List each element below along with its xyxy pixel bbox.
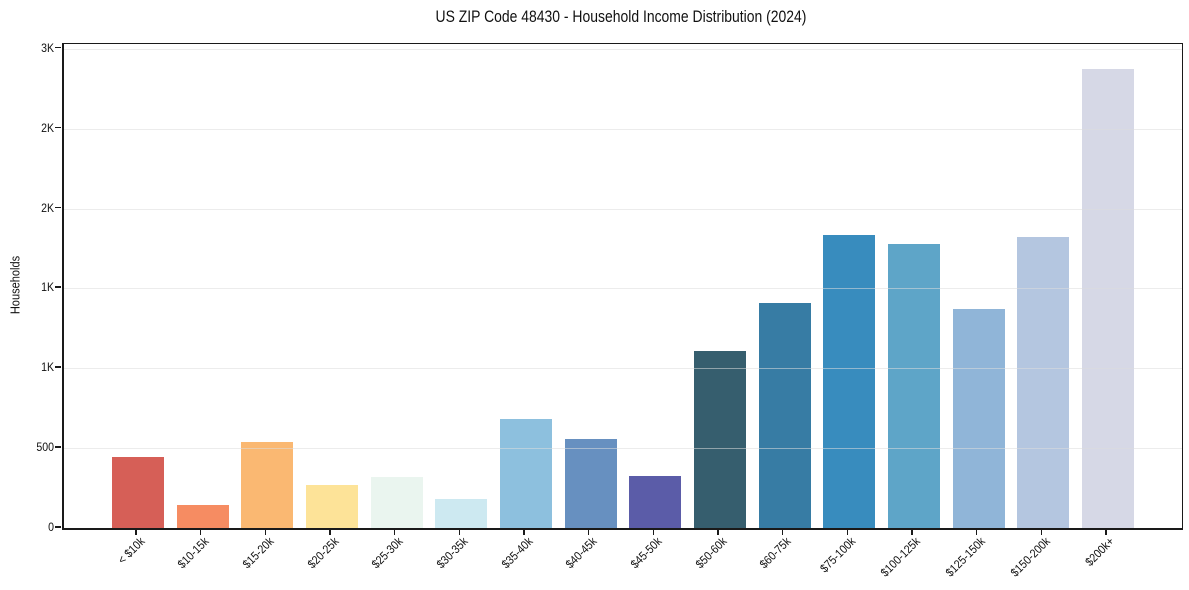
x-tickmark-25-30k	[393, 529, 396, 535]
y-tickmark-500	[55, 446, 61, 448]
plot-area	[62, 43, 1183, 530]
x-tick-label-200k: $200k+	[1082, 534, 1118, 569]
x-tick-label-30-35k: $30-35k	[433, 534, 471, 572]
y-tickmark-2000	[55, 206, 61, 209]
bar-50-60k	[694, 350, 746, 528]
bar-15-20k	[241, 441, 294, 528]
bar-40-45k	[564, 439, 617, 528]
x-tickmark-45-50k	[652, 529, 655, 535]
x-tickmark-10k	[135, 529, 137, 535]
bar-30-35k	[435, 499, 488, 528]
chart-title: US ZIP Code 48430 - Household Income Dis…	[435, 7, 807, 26]
y-tick-label-1000: 1K	[41, 360, 54, 375]
x-tickmark-10-15k	[199, 529, 202, 535]
bar-75-100k	[823, 234, 876, 528]
bar-150-200k	[1017, 237, 1070, 528]
bar-10k	[112, 456, 164, 528]
gridline-500	[64, 448, 1182, 450]
gridline-1000	[64, 368, 1182, 370]
x-tickmark-15-20k	[264, 529, 267, 535]
x-tickmark-200k	[1105, 529, 1107, 535]
x-tick-label-45-50k: $45-50k	[627, 534, 665, 572]
y-tickmark-1000	[55, 366, 61, 368]
x-tick-label-60-75k: $60-75k	[756, 534, 794, 572]
bar-60-75k	[758, 302, 811, 528]
y-tickmark-1500	[55, 286, 61, 288]
gridline-2000	[64, 208, 1182, 210]
gridlines-layer	[64, 44, 1182, 528]
gridline-1500	[64, 288, 1182, 290]
y-tick-label-1500: 1K	[41, 280, 54, 295]
gridline-3000	[64, 48, 1182, 50]
x-tick-label-20-25k: $20-25k	[304, 534, 342, 572]
x-tick-label-25-30k: $25-30k	[368, 534, 406, 572]
y-tickmark-0	[55, 526, 61, 528]
y-tick-label-0: 0	[48, 520, 54, 534]
bar-20-25k	[306, 484, 358, 528]
x-tick-label-10k: < $10k	[114, 534, 148, 567]
bar-100-125k	[888, 243, 940, 528]
x-tick-label-35-40k: $35-40k	[498, 534, 536, 572]
bar-200k	[1082, 68, 1134, 528]
x-tickmark-40-45k	[587, 529, 590, 535]
bars-layer	[64, 44, 1182, 528]
x-tick-label-75-100k: $75-100k	[817, 534, 859, 576]
y-tick-label-3000: 3K	[41, 40, 54, 55]
x-tickmark-35-40k	[523, 529, 525, 535]
y-tickmark-2500	[55, 126, 61, 129]
bar-25-30k	[370, 476, 423, 528]
x-tickmark-30-35k	[458, 529, 461, 535]
bar-10-15k	[176, 504, 229, 528]
y-tickmark-3000	[55, 46, 61, 49]
x-tickmark-75-100k	[846, 529, 849, 535]
x-tickmark-20-25k	[329, 529, 331, 535]
x-tick-label-150-200k: $150-200k	[1007, 534, 1053, 580]
x-tick-label-125-150k: $125-150k	[942, 534, 988, 580]
y-tick-label-2500: 2K	[41, 120, 54, 135]
x-tick-label-40-45k: $40-45k	[562, 534, 600, 572]
bar-45-50k	[629, 476, 682, 528]
x-tickmark-100-125k	[911, 529, 913, 535]
x-tickmark-60-75k	[781, 529, 784, 535]
y-tick-label-2000: 2K	[41, 200, 54, 215]
x-tick-label-50-60k: $50-60k	[692, 534, 730, 572]
bar-35-40k	[500, 419, 552, 528]
x-tick-label-15-20k: $15-20k	[239, 534, 277, 572]
x-tick-label-100-125k: $100-125k	[877, 534, 924, 580]
x-tickmark-125-150k	[975, 529, 978, 535]
x-tickmark-50-60k	[717, 529, 719, 535]
gridline-2500	[64, 128, 1182, 130]
bar-125-150k	[952, 309, 1005, 528]
x-tick-label-10-15k: $10-15k	[174, 534, 212, 572]
y-tick-label-500: 500	[36, 440, 54, 455]
x-tickmark-150-200k	[1040, 529, 1043, 535]
